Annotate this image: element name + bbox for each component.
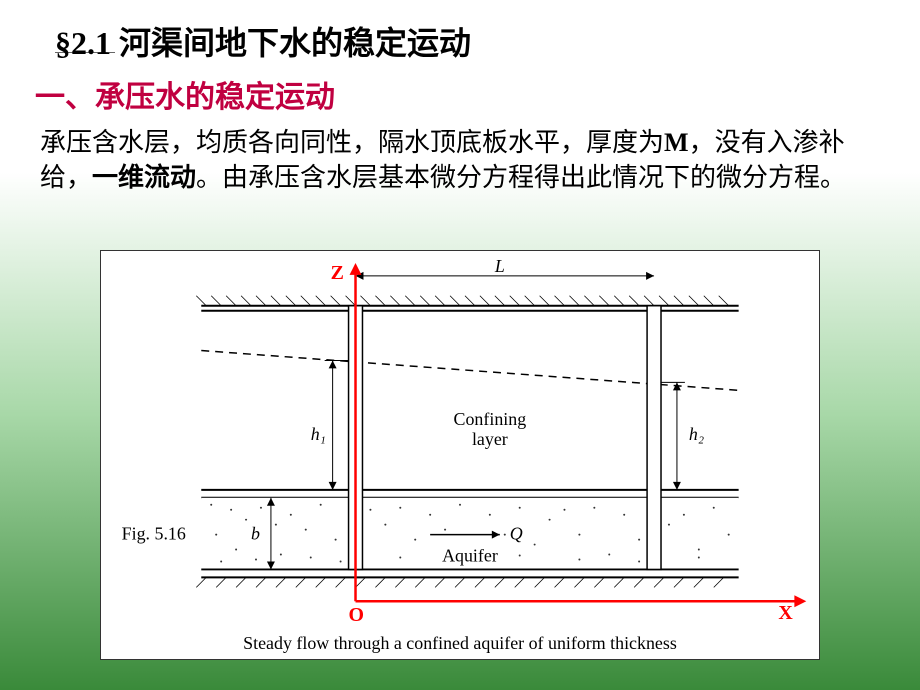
x-axis-label: X: [778, 602, 793, 624]
figure-number: Fig. 5.16: [122, 524, 186, 544]
b-label: b: [251, 524, 260, 544]
body-comma: ，: [689, 128, 715, 157]
body-text: 承压含水层，均质各向同性，隔水顶底板水平，厚度为M，没有入渗补给，一维流动。由承…: [40, 125, 875, 195]
origin-label: O: [349, 604, 364, 626]
diagram-svg: L: [101, 251, 819, 659]
z-axis-label: Z: [331, 262, 344, 284]
Q-label: Q: [510, 524, 523, 544]
h2-label: h₂: [689, 424, 704, 444]
h1-label: h₁: [311, 424, 326, 444]
thickness-symbol: M: [664, 128, 689, 157]
confining-label-2: layer: [472, 429, 508, 449]
well-right: [647, 306, 661, 570]
body-bold: 一维流动: [92, 163, 196, 192]
body-part1: 承压含水层，均质各向同性，隔水顶底板水平，厚度为: [40, 128, 664, 157]
confining-label-1: Confining: [454, 409, 527, 429]
dimension-L: L: [356, 256, 655, 280]
section-number: §2.1: [55, 25, 111, 61]
L-label: L: [494, 256, 505, 276]
aquifer-diagram: L: [100, 250, 820, 660]
body-part3: 。由承压含水层基本微分方程得出此情况下的微分方程。: [196, 163, 846, 192]
aquifer-label: Aquifer: [442, 545, 498, 565]
page-title: §2.1 河渠间地下水的稳定运动: [55, 18, 471, 64]
ground-hatch-bottom: [196, 577, 723, 587]
dimension-h1: h₁: [311, 360, 349, 489]
figure-caption: Steady flow through a confined aquifer o…: [243, 633, 677, 653]
x-axis: X: [356, 595, 807, 624]
subtitle: 一、承压水的稳定运动: [35, 72, 335, 116]
title-text: 河渠间地下水的稳定运动: [119, 25, 471, 61]
dimension-h2: h₂: [661, 382, 704, 489]
